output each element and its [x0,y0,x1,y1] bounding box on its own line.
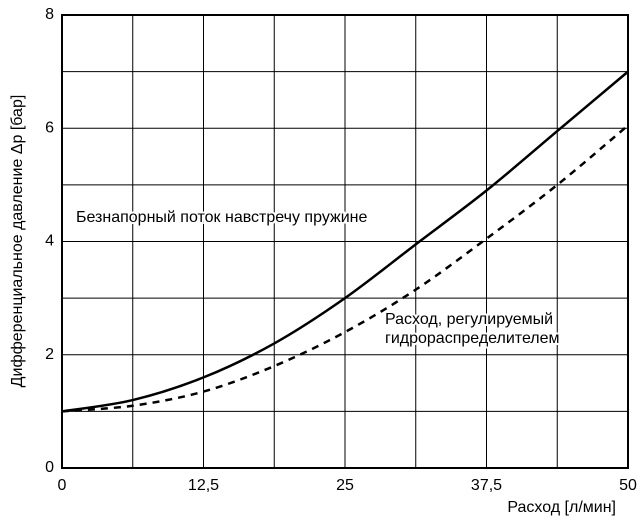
y-tick-label: 8 [45,6,54,23]
x-tick-label: 25 [336,477,354,494]
x-tick-label: 37,5 [471,477,502,494]
x-axis-label: Расход [л/мин] [507,499,616,516]
x-tick-label: 12,5 [188,477,219,494]
plot-frame [61,14,629,469]
annotation: Безнапорный поток навстречу пружине [76,209,367,226]
x-tick-label: 50 [619,477,637,494]
y-tick-label: 0 [45,459,54,476]
series-line [61,70,629,413]
annotation: Расход, регулируемый [385,311,553,328]
y-tick-label: 6 [45,119,54,136]
y-tick-label: 2 [45,346,54,363]
y-tick-label: 4 [45,233,54,250]
y-axis-label: Дифференциальное давление Δp [бар] [9,95,26,388]
annotation: гидрораспределителем [385,330,560,347]
series-line [61,124,629,413]
x-tick-label: 0 [58,477,67,494]
